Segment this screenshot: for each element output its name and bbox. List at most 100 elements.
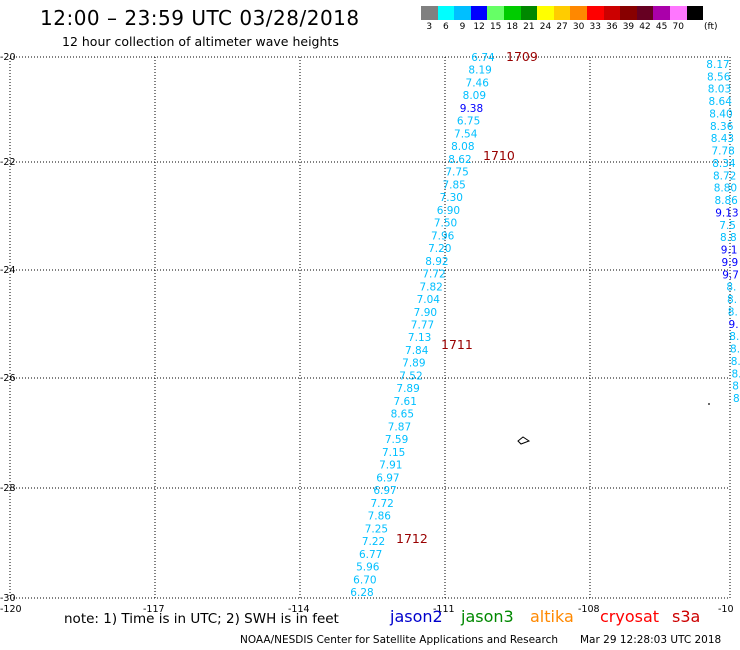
satellite-s3a-label: s3a	[672, 607, 701, 626]
wave-height-label: 7.20	[428, 243, 451, 255]
wave-height-label: 7.72	[370, 498, 393, 510]
latitude-tick-label: -20	[0, 52, 16, 63]
color-legend-swatch: 18	[503, 6, 521, 32]
wave-height-label: 8.	[726, 282, 736, 294]
wave-height-label: 6.74	[471, 52, 495, 64]
wave-height-label: 8.	[730, 344, 740, 356]
wave-height-label: 7.61	[394, 396, 417, 408]
longitude-tick-label: -114	[288, 604, 310, 615]
wave-height-label: 7.72	[422, 269, 445, 281]
wave-height-label: 7.86	[368, 511, 392, 523]
wave-height-label: 8.	[731, 356, 740, 368]
footer-timestamp: Mar 29 12:28:03 UTC 2018	[580, 634, 722, 646]
wave-height-label: 7.91	[379, 460, 402, 472]
wave-height-label: 8.17	[706, 59, 729, 71]
color-legend-swatch: 3	[421, 6, 438, 32]
wave-height-label: 8.86	[714, 195, 738, 207]
wave-height-label: 6.97	[376, 472, 399, 484]
wave-height-label: 8.92	[425, 256, 448, 268]
latitude-tick-label: -28	[0, 483, 16, 494]
color-legend-label: 33	[589, 22, 601, 32]
color-legend-swatch: 70	[669, 6, 687, 32]
pass-time-label: 1711	[441, 337, 473, 352]
pass-time-label: 1709	[506, 49, 538, 64]
wave-height-label: 9.	[729, 319, 739, 331]
wave-height-label: 6.28	[350, 587, 373, 599]
wave-height-label: 6.70	[353, 574, 376, 586]
wave-height-label: 7.15	[382, 447, 405, 459]
color-legend-label: 24	[539, 22, 552, 32]
wave-height-label: 8.	[732, 368, 740, 380]
wave-height-label: 9.7	[722, 269, 739, 281]
wave-height-label: 8.65	[391, 409, 414, 421]
color-legend-label: 42	[639, 22, 651, 32]
color-legend-label: 6	[443, 22, 449, 32]
longitude-tick-label: -120	[0, 604, 22, 615]
longitude-tick-label: -10	[718, 604, 734, 615]
color-legend-label: 45	[655, 22, 668, 32]
footer-credit: NOAA/NESDIS Center for Satellite Applica…	[240, 634, 558, 646]
color-legend-swatch: 30	[570, 6, 587, 32]
wave-height-label: 8.19	[468, 65, 491, 77]
wave-height-label: 9.38	[460, 103, 483, 115]
longitude-tick-label: -111	[433, 604, 455, 615]
satellite-jason2-label: jason2	[390, 607, 443, 626]
color-legend-swatch: 24	[537, 6, 554, 32]
longitude-tick-label: -117	[143, 604, 165, 615]
color-legend-swatch: 39	[620, 6, 637, 32]
wave-height-label: 7.82	[419, 281, 442, 293]
latitude-tick-label: -22	[0, 157, 16, 168]
latitude-tick-label: -26	[0, 373, 16, 384]
wave-height-label: 7.75	[445, 167, 468, 179]
wave-height-label: 8.	[727, 294, 737, 306]
color-legend-swatch: 33	[586, 6, 604, 32]
wave-height-label: 6.75	[457, 116, 480, 128]
wave-height-label: 8.	[728, 306, 738, 318]
satellite-altika-label: altika	[530, 607, 574, 626]
latitude-tick-label: -24	[0, 265, 16, 276]
color-legend-swatch: 42	[636, 6, 654, 32]
wave-height-label: 6.77	[359, 549, 382, 561]
latitude-tick-label: -30	[0, 593, 16, 604]
wave-height-label: 8.	[733, 393, 740, 405]
wave-height-label: 8.56	[707, 71, 731, 83]
wave-height-label: 7.84	[405, 345, 429, 357]
wave-height-label: 8.	[732, 381, 740, 393]
color-legend-label: 12	[473, 22, 485, 32]
color-legend-swatch: 6	[437, 6, 455, 32]
wave-height-label: 8.09	[463, 90, 486, 102]
color-legend-label: 15	[489, 22, 502, 32]
wave-height-label: 7.89	[396, 383, 419, 395]
color-legend-swatch: 15	[487, 6, 504, 32]
color-legend-swatch: 12	[470, 6, 488, 32]
color-legend-unit: (ft)	[704, 22, 718, 32]
island-outline	[517, 436, 531, 445]
island-dot	[708, 403, 710, 405]
wave-height-label: 8.80	[714, 183, 737, 195]
wave-height-label: 7.52	[399, 370, 422, 382]
color-legend-label: 27	[556, 22, 568, 32]
wave-height-label: 7.5	[719, 220, 736, 232]
note-text: note: 1) Time is in UTC; 2) SWH is in fe…	[64, 611, 339, 627]
wave-height-label: 8.43	[711, 133, 734, 145]
wave-height-label: 9.9	[722, 257, 739, 269]
wave-height-label: 7.89	[402, 358, 425, 370]
wave-height-label: 7.04	[417, 294, 441, 306]
color-legend-label: 70	[672, 22, 684, 32]
wave-height-label: 8.40	[709, 108, 732, 120]
wave-height-label: 7.77	[411, 320, 434, 332]
color-legend-swatch	[686, 6, 704, 20]
wave-height-label: 7.30	[440, 192, 463, 204]
wave-height-label: 6.97	[373, 485, 396, 497]
wave-height-label: 7.46	[466, 77, 490, 89]
wave-height-label: 8.03	[708, 84, 731, 96]
color-legend-label: 3	[426, 22, 433, 32]
color-legend-label: 21	[523, 22, 535, 32]
pass-time-label: 1712	[396, 531, 428, 546]
longitude-tick-label: -108	[578, 604, 600, 615]
color-legend-swatch: 45	[653, 6, 670, 32]
wave-height-label: 7.22	[362, 536, 385, 548]
wave-height-label: 8.8	[720, 232, 737, 244]
color-legend-swatch: 21	[520, 6, 538, 32]
